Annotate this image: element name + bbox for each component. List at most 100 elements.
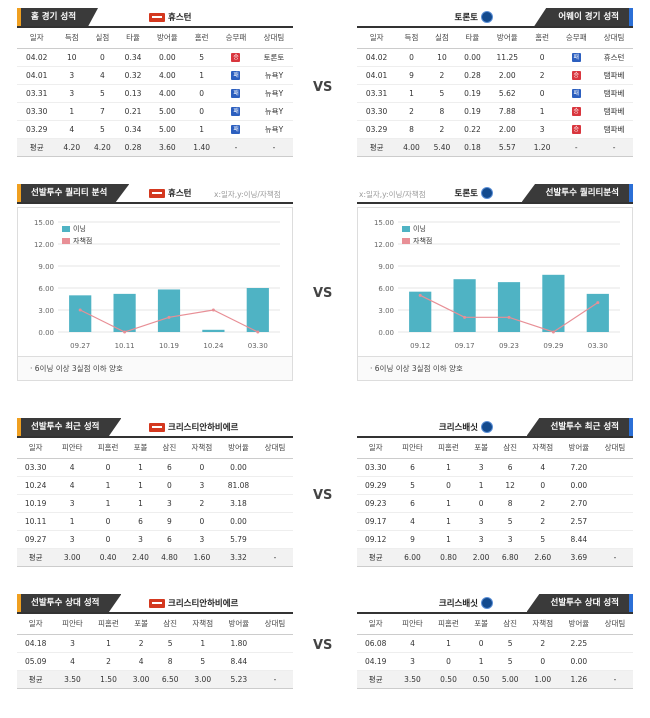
record-table: 일자 득점 실점 타율 방어율 홈런 승무패 상대팀 04.02 0 10 0.00 11.25 0 패 휴스… [357, 28, 633, 157]
earned-runs-point [167, 315, 171, 319]
table-cell: 0.34 [117, 48, 149, 67]
table-cell: 3 [466, 512, 496, 531]
y-tick-label: 3.00 [378, 307, 394, 315]
record-table: 일자 피안타 피홈런 포볼 삼진 자책점 방어율 상대팀 06.08 4 1 0 5 2 2.25 04.19… [357, 614, 633, 689]
x-tick-label: 09.23 [499, 342, 519, 350]
table-cell: 0.00 [219, 512, 258, 531]
table-cell: - [596, 548, 633, 567]
column-header: 일자 [357, 614, 395, 635]
table-cell: 10.24 [17, 476, 55, 495]
table-cell: 8 [396, 120, 427, 139]
table-cell: 3 [394, 652, 431, 671]
astros-logo-icon [149, 188, 165, 198]
pitcher-quality-panel: 선발투수 퀄리티분석 토론토 x:일자,y:이닝/자책점 0.00 3.00 6.0… [357, 184, 633, 381]
average-row: 평균 3.00 0.40 2.40 4.80 1.60 3.32- [17, 548, 293, 567]
table-cell: 4 [54, 652, 91, 671]
table-cell [257, 512, 293, 531]
table-cell: 0 [183, 458, 220, 477]
table-cell: 03.30 [17, 102, 57, 121]
panel-title: 선발투수 상대 성적 [526, 594, 633, 612]
innings-bar [453, 279, 476, 332]
column-header: 홈런 [186, 28, 217, 49]
table-cell: 4.00 [396, 138, 427, 157]
table-cell: 3 [54, 530, 91, 549]
table-cell: 4 [56, 120, 88, 139]
column-header: 상대팀 [257, 438, 293, 459]
table-cell: 1 [90, 494, 127, 513]
table-cell: 3.32 [219, 548, 258, 567]
table-cell: 9 [394, 530, 431, 549]
table-row: 03.30 1 7 0.21 5.00 0 패 뉴욕Y [17, 102, 293, 121]
quality-chart: 0.00 3.00 6.00 9.00 12.00 15.00 09.12 09.17 09.2… [357, 207, 633, 357]
y-tick-label: 12.00 [34, 241, 54, 249]
table-row: 04.01 9 2 0.28 2.00 2 승 탬파베 [357, 66, 633, 85]
table-cell: 3.00 [184, 670, 221, 689]
average-row: 평균 3.50 1.50 3.00 6.50 3.00 5.23- [17, 670, 293, 689]
table-cell: - [216, 138, 255, 157]
chart-legend: 이닝 자책점 [402, 224, 432, 248]
table-cell: 04.18 [17, 634, 55, 653]
table-row: 04.01 3 4 0.32 4.00 1 패 뉴욕Y [17, 66, 293, 85]
table-cell: 4 [54, 476, 91, 495]
table-cell [596, 512, 633, 531]
axis-note: x:일자,y:이닝/자책점 [214, 190, 281, 199]
earned-runs-point [596, 301, 600, 305]
table-cell: 토론토 [254, 48, 293, 67]
bluejays-logo-icon [481, 11, 493, 23]
table-cell: 0 [183, 512, 220, 531]
x-tick-label: 10.19 [159, 342, 179, 350]
team-name: 휴스턴 [149, 187, 191, 199]
column-header: 실점 [426, 28, 458, 49]
table-cell: 6 [126, 512, 155, 531]
astros-logo-icon [149, 422, 165, 432]
table-cell: 4.80 [154, 548, 184, 567]
table-cell: 6 [154, 530, 184, 549]
team-name: 크리스배싯 [439, 421, 493, 433]
innings-bar [202, 329, 225, 332]
table-cell: 3 [56, 66, 88, 85]
table-cell: 0 [430, 476, 467, 495]
column-header: 실점 [87, 28, 118, 49]
column-header: 방어율 [560, 614, 597, 635]
column-header: 삼진 [495, 438, 525, 459]
table-cell: 2.57 [560, 512, 597, 531]
table-cell: 1 [126, 458, 155, 477]
table-cell: 2 [524, 634, 561, 653]
table-cell: 0 [466, 494, 496, 513]
table-cell: 10.11 [17, 512, 55, 531]
chart-footer: · 6이닝 이상 3실점 이하 양호 [357, 357, 633, 381]
table-cell: 1 [90, 634, 127, 653]
table-cell: 2 [524, 494, 561, 513]
column-header: 자책점 [184, 614, 221, 635]
table-cell: 7 [87, 102, 118, 121]
table-cell: 5 [87, 120, 118, 139]
column-header: 승무패 [216, 28, 255, 49]
win-badge-icon: 승 [571, 107, 581, 116]
column-header: 피홈런 [430, 438, 467, 459]
table-cell: - [257, 548, 293, 567]
y-tick-label: 12.00 [374, 241, 394, 249]
innings-bar [542, 274, 565, 332]
table-cell: 6 [154, 458, 184, 477]
result-cell: 패 [216, 66, 255, 85]
table-cell: 3.18 [219, 494, 258, 513]
table-cell: 1.20 [526, 138, 558, 157]
table-cell: 2 [90, 652, 127, 671]
table-cell [257, 530, 293, 549]
table-cell: 3.60 [148, 138, 187, 157]
table-cell: 1.00 [524, 670, 561, 689]
table-header-row: 일자 득점 실점 타율 방어율 홈런 승무패 상대팀 [357, 28, 633, 49]
table-cell: 04.19 [357, 652, 395, 671]
table-cell: 5 [186, 48, 217, 67]
record-table: 일자 피안타 피홈런 포볼 삼진 자책점 방어율 상대팀 04.18 3 1 2 5 1 1.80 05.09… [17, 614, 293, 689]
table-cell: 5.40 [426, 138, 458, 157]
team-name: 크리스배싯 [439, 597, 493, 609]
table-cell: 3.50 [394, 670, 431, 689]
table-cell: 4.00 [148, 66, 187, 85]
table-cell: 0.00 [457, 48, 488, 67]
innings-bar [409, 291, 432, 332]
table-cell: 5.00 [148, 120, 187, 139]
table-cell: 03.30 [17, 458, 55, 477]
table-cell: 8 [495, 494, 525, 513]
column-header: 상대팀 [254, 28, 293, 49]
